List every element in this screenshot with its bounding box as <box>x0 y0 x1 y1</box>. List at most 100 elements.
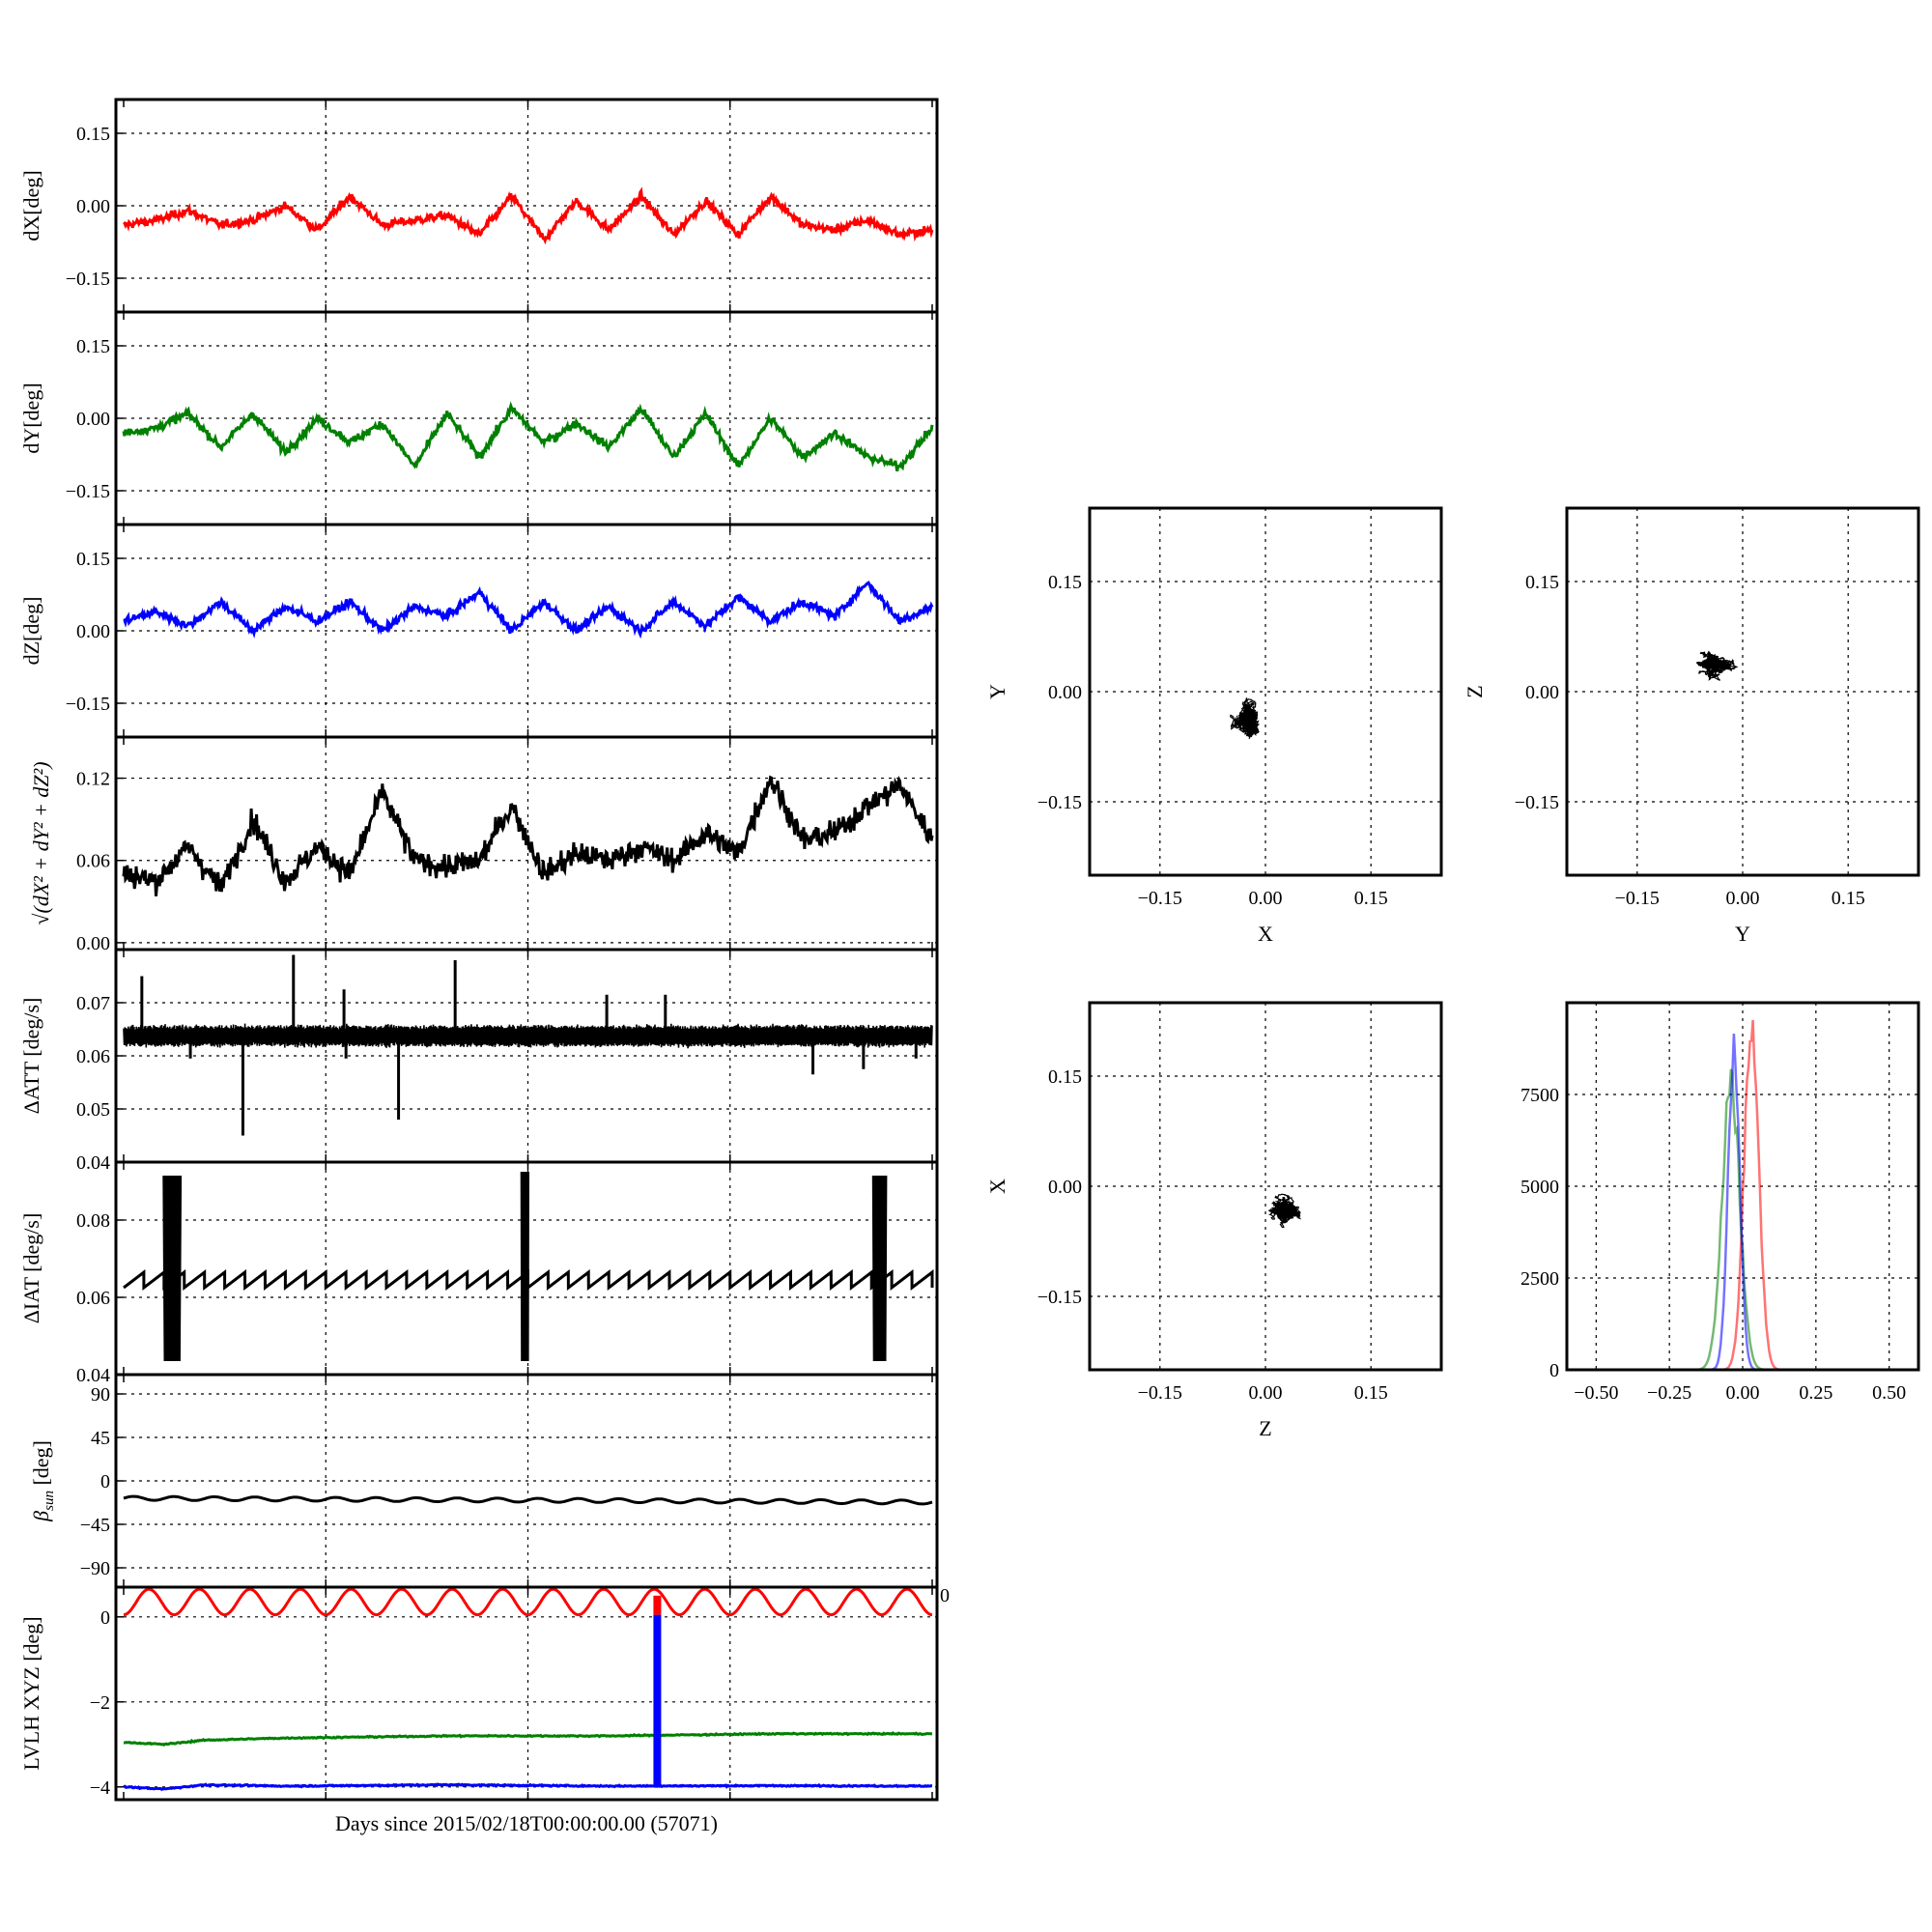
y-tick-label: 45 <box>91 1428 110 1449</box>
y-tick-label: 2500 <box>1520 1268 1559 1290</box>
y-tick-label: −0.15 <box>66 694 110 715</box>
scatter-trace-yz <box>1695 650 1739 681</box>
panel-frame <box>1565 506 1920 877</box>
burst-mark <box>520 1171 529 1362</box>
x-tick-label: 0.50 <box>1872 1382 1906 1404</box>
y-axis-label: ΔATT [deg/s] <box>19 998 43 1115</box>
shared-x-axis-label: Days since 2015/02/18T00:00:00.00 (57071… <box>335 1811 718 1835</box>
y-tick-label: 7500 <box>1520 1085 1559 1106</box>
series-line-lvlh-2 <box>123 1782 933 1792</box>
panel-frame <box>1565 1001 1920 1372</box>
panel-beta: −90 −45 0 45 90 βsun [deg] <box>29 1373 939 1589</box>
x-tick-label: −0.15 <box>1615 888 1660 909</box>
y-tick-label: 0 <box>100 1607 110 1629</box>
series-line-lvlh-1 <box>123 1731 933 1747</box>
panel-hist: −0.50 −0.25 0.00 0.25 0.50 0 2500 5000 7500 <box>1520 1001 1920 1404</box>
y-axis-label: ΔIAT [deg/s] <box>19 1213 43 1324</box>
y-tick-label: 0.15 <box>1048 572 1082 593</box>
y-tick-label: 0 <box>100 1471 110 1492</box>
series-line-mag <box>122 775 934 896</box>
y-axis-label: √(dX² + dY² + dZ²) <box>29 761 53 924</box>
y-tick-label: 0.00 <box>1048 682 1082 703</box>
panel-frame <box>1088 506 1443 877</box>
series-line-dX <box>123 186 934 245</box>
y-axis-label: βsun [deg] <box>29 1440 57 1522</box>
panel-xy: −0.15 −0.15 0.00 0.00 0.15 0.15 X Y <box>985 506 1443 946</box>
burst-mark <box>162 1175 183 1362</box>
x-tick-label: −0.15 <box>1138 888 1182 909</box>
data-diat <box>123 1171 934 1362</box>
y-tick-label: 90 <box>91 1384 110 1406</box>
x-tick-label: 0.00 <box>1249 1382 1283 1404</box>
y-tick-label: 0.12 <box>76 769 110 790</box>
y-tick-label: 0.08 <box>76 1210 110 1232</box>
y-tick-label: 0.05 <box>76 1099 110 1121</box>
x-tick-label: 0.00 <box>1726 888 1760 909</box>
y-tick-label: −0.15 <box>66 481 110 502</box>
y-tick-label: 0.06 <box>76 1288 110 1309</box>
panel-frame <box>114 1585 939 1802</box>
y-axis-label: dY[deg] <box>19 383 43 453</box>
y-tick-label: 0.07 <box>76 993 110 1014</box>
y-tick-label: 0.00 <box>76 196 110 217</box>
y-axis-label: Z <box>1463 685 1487 697</box>
y-tick-label: 0.00 <box>76 409 110 430</box>
panel-yz: −0.15 −0.15 0.00 0.00 0.15 0.15 Y Z <box>1463 506 1920 946</box>
series-line-datt <box>123 1023 933 1049</box>
y-tick-label: 0 <box>1549 1360 1559 1381</box>
x-tick-label: −0.25 <box>1647 1382 1691 1404</box>
data-beta <box>123 1494 933 1506</box>
x-tick-label: 0.15 <box>1354 1382 1388 1404</box>
y-axis-label: Y <box>985 684 1009 699</box>
panel-mag: 0.00 0.06 0.12 √(dX² + dY² + dZ²) <box>29 735 939 954</box>
data-dZ <box>123 581 934 639</box>
scatter-trace-zx <box>1268 1193 1302 1229</box>
y-tick-label: −90 <box>80 1558 110 1579</box>
y-tick-label: 5000 <box>1520 1177 1559 1198</box>
y-tick-label: 0.00 <box>1048 1177 1082 1198</box>
x-tick-label: 0.00 <box>1726 1382 1760 1404</box>
x-tick-label: 0.25 <box>1799 1382 1833 1404</box>
panel-dZ: −0.15 0.00 0.15 dZ[deg] <box>19 523 939 739</box>
y-tick-label: −0.15 <box>1515 792 1559 813</box>
y-tick-label: 0.04 <box>76 1365 110 1386</box>
panel-dX: −0.15 0.00 0.15 dX[deg] <box>19 98 939 314</box>
series-line-dY <box>122 401 934 471</box>
data-dY <box>122 401 934 471</box>
panel-dY: −0.15 0.00 0.15 dY[deg] <box>19 310 939 526</box>
data-lvlh <box>123 1587 933 1792</box>
y-axis-label: LVLH XYZ [deg] <box>19 1616 43 1770</box>
y-tick-label: −45 <box>80 1515 110 1536</box>
y-tick-label: 0.00 <box>76 621 110 642</box>
y-tick-label: −0.15 <box>1037 792 1082 813</box>
x-tick-label: 0.15 <box>1354 888 1388 909</box>
x-axis-label: Y <box>1735 922 1750 946</box>
data-dX <box>123 186 934 245</box>
y-tick-label: −2 <box>90 1692 110 1714</box>
x-axis-label: X <box>1258 922 1273 946</box>
y-tick-label: 0.06 <box>76 1046 110 1067</box>
y-tick-label: 0.15 <box>76 124 110 145</box>
y-axis-label: dX[deg] <box>19 170 43 241</box>
series-line-diat <box>123 1268 934 1292</box>
y-tick-label: −0.15 <box>66 269 110 290</box>
panel-diat: 0.04 0.06 0.08 ΔIAT [deg/s] <box>19 1160 939 1386</box>
y-tick-label: 0.06 <box>76 851 110 872</box>
panel-frame <box>1088 1001 1443 1372</box>
data-mag <box>122 775 934 896</box>
panel-zx: −0.15 −0.15 0.00 0.00 0.15 0.15 Z X <box>985 1001 1443 1440</box>
series-line-beta <box>123 1494 933 1506</box>
panel-datt: 0.04 0.05 0.06 0.07 ΔATT [deg/s] <box>19 948 939 1174</box>
y-tick-label: 0.15 <box>76 336 110 357</box>
y-tick-label: 0.15 <box>1048 1066 1082 1088</box>
burst-mark <box>871 1175 888 1362</box>
y-tick-label: −4 <box>90 1777 110 1799</box>
y-tick-label: 0.04 <box>76 1152 110 1174</box>
panels-layer: −0.15 0.00 0.15 dX[deg] −0.15 0.00 0.15 dY[deg]… <box>19 98 1920 1802</box>
y-tick-label: 0.00 <box>1525 682 1559 703</box>
y-axis-label: dZ[deg] <box>19 597 43 666</box>
series-line-lvlh-0 <box>123 1587 933 1617</box>
scatter-trace-xy <box>1230 697 1261 740</box>
x-tick-label: 0.15 <box>1832 888 1865 909</box>
